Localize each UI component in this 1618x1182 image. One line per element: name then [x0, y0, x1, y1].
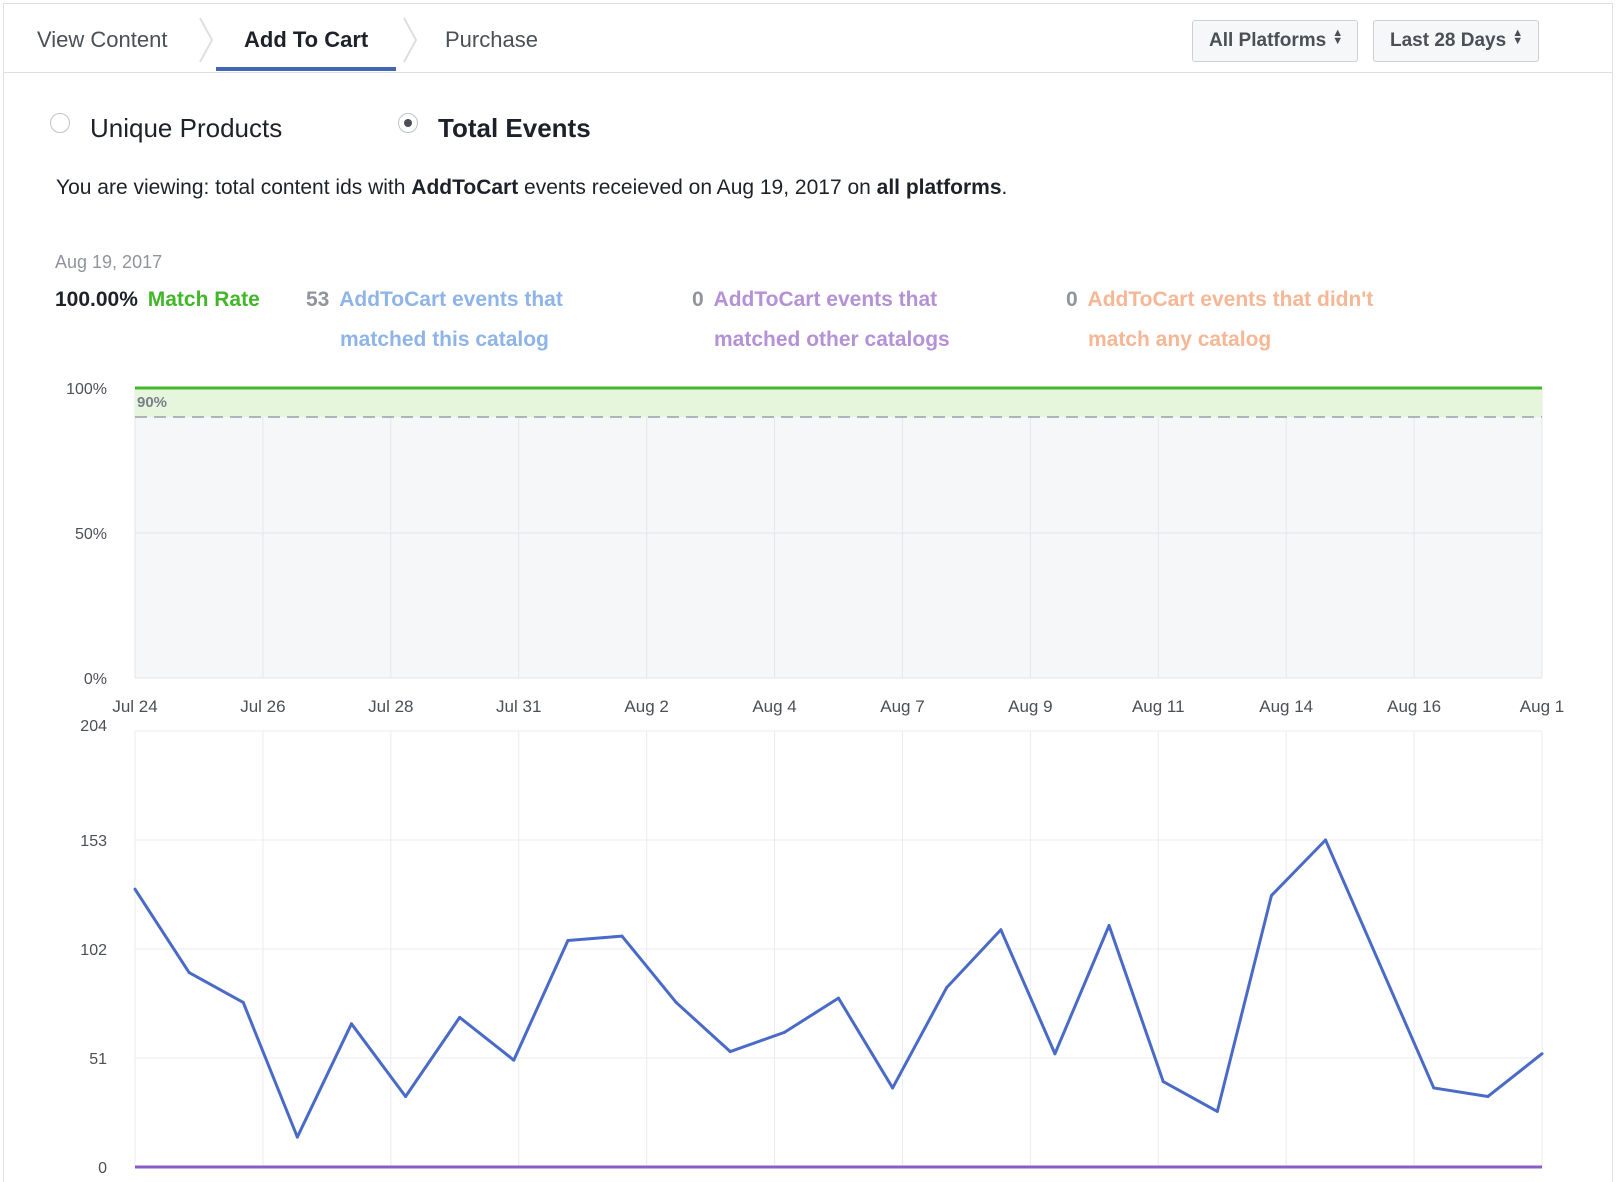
matched-other-count: 0 [692, 288, 704, 311]
events-y-tick-label: 153 [80, 833, 107, 850]
x-tick-label: Jul 28 [368, 697, 413, 716]
match-rate-threshold-band [135, 388, 1542, 417]
platform-dropdown-label: All Platforms [1209, 30, 1327, 51]
match-rate-y-tick-label: 50% [75, 526, 107, 543]
match-rate-label: Match Rate [147, 288, 260, 311]
unmatched-stat: 0 AddToCart events that didn't match any… [1066, 280, 1373, 360]
viewing-event: AddToCart [411, 176, 519, 199]
events-y-tick-label: 0 [98, 1160, 107, 1177]
chevron-separator-icon [199, 17, 214, 63]
matched-other-line1: AddToCart events that [713, 288, 938, 311]
unmatched-line1: AddToCart events that didn't [1087, 288, 1374, 311]
match-rate-stat: 100.00% Match Rate [55, 280, 260, 320]
radio-button-unchecked[interactable] [50, 113, 70, 133]
events-series-point [295, 1135, 299, 1139]
match-rate-value: 100.00% [55, 288, 138, 311]
unmatched-line2: match any catalog [1088, 328, 1272, 351]
date-range-dropdown-label: Last 28 Days [1390, 30, 1507, 51]
chevron-separator-icon [403, 17, 418, 63]
events-series-point [1053, 1052, 1057, 1056]
events-series-point [1324, 838, 1328, 842]
viewing-prefix: You are viewing: total content ids with [56, 176, 412, 199]
x-tick-label: Aug 16 [1387, 697, 1441, 716]
events-series-point [1107, 923, 1111, 927]
x-tick-label: Aug 11 [1132, 697, 1185, 716]
events-series-point [999, 928, 1003, 932]
unmatched-count: 0 [1066, 288, 1078, 311]
events-series-point [458, 1015, 462, 1019]
radio-label-total-events: Total Events [438, 113, 591, 143]
events-series-point [241, 1000, 245, 1004]
x-tick-label: Aug 7 [880, 697, 924, 716]
viewing-middle: events receieved on Aug 19, 2017 on [518, 176, 877, 199]
sort-arrows-icon: ▲ ▼ [1512, 27, 1524, 47]
matched-this-line2: matched this catalog [340, 328, 549, 351]
matched-this-catalog-stat: 53 AddToCart events that matched this ca… [306, 280, 563, 360]
x-tick-label: Aug 9 [1008, 697, 1052, 716]
events-series-line [133, 838, 1543, 1139]
x-tick-label: Aug 14 [1259, 697, 1313, 716]
x-tick-label: Aug 4 [752, 697, 796, 716]
x-tick-label: Jul 24 [112, 697, 157, 716]
events-series-point [1432, 1086, 1436, 1090]
events-series-point [1215, 1109, 1219, 1113]
matched-other-catalogs-stat: 0 AddToCart events that matched other ca… [692, 280, 950, 360]
match-rate-y-tick-label: 0% [84, 671, 107, 688]
date-range-dropdown[interactable]: Last 28 Days ▲ ▼ [1373, 20, 1539, 62]
events-series-point [1486, 1094, 1490, 1098]
events-y-tick-label: 51 [89, 1051, 107, 1068]
tab-view-content[interactable]: View Content [37, 27, 168, 52]
matched-this-count: 53 [306, 288, 330, 311]
platform-dropdown[interactable]: All Platforms ▲ ▼ [1192, 20, 1358, 62]
x-tick-label: Jul 26 [240, 697, 285, 716]
matched-this-line1: AddToCart events that [339, 288, 563, 311]
x-tick-label: Aug 2 [624, 697, 668, 716]
matched-other-line2: matched other catalogs [714, 328, 950, 351]
match-rate-y-tick-label: 100% [66, 381, 107, 398]
events-series-point [945, 985, 949, 989]
viewing-description: You are viewing: total content ids with … [56, 176, 1007, 200]
events-series-point [133, 887, 137, 891]
events-series-point [837, 996, 840, 1000]
active-tab-indicator [216, 67, 396, 71]
events-series-point [674, 1000, 678, 1004]
events-series-point [1540, 1052, 1544, 1056]
tab-purchase[interactable]: Purchase [445, 27, 538, 52]
events-series-point [891, 1086, 895, 1090]
radio-label-unique-products: Unique Products [90, 113, 283, 143]
x-tick-label: Aug 1 [1520, 697, 1564, 716]
summary-date: Aug 19, 2017 [55, 252, 163, 272]
events-series-point [349, 1022, 353, 1026]
viewing-suffix: . [1001, 176, 1008, 199]
events-series-point [404, 1094, 408, 1098]
events-series-point [728, 1050, 732, 1054]
events-series-point [620, 934, 624, 938]
tab-add-to-cart[interactable]: Add To Cart [244, 27, 369, 52]
events-y-tick-label: 102 [80, 942, 107, 959]
events-series-point [1269, 894, 1273, 898]
events-series-point [1161, 1080, 1165, 1084]
events-series-point [566, 938, 570, 942]
viewing-platform: all platforms [876, 176, 1002, 199]
events-series-point [512, 1058, 516, 1062]
radio-button-checked[interactable] [398, 113, 418, 133]
match-rate-threshold-label: 90% [137, 394, 167, 411]
event-tabs: View Content Add To Cart Purchase All Pl… [4, 4, 1612, 73]
sort-arrows-icon: ▲ ▼ [1332, 27, 1344, 47]
events-series-point [1378, 962, 1382, 966]
x-tick-label: Jul 31 [496, 697, 541, 716]
events-series-point [782, 1030, 786, 1034]
events-series-point [187, 971, 191, 975]
events-y-tick-label: 204 [80, 718, 107, 735]
